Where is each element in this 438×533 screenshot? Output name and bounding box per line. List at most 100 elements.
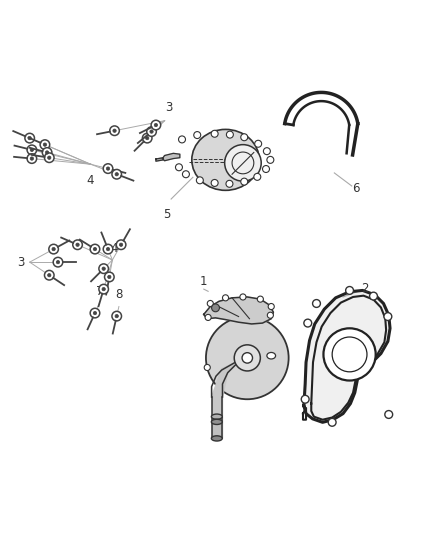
Circle shape [385,410,392,418]
Circle shape [99,264,109,273]
Circle shape [57,261,60,264]
Circle shape [154,123,158,127]
Circle shape [226,131,233,138]
Circle shape [99,284,109,294]
Text: 3: 3 [165,101,173,114]
Circle shape [234,345,260,371]
Circle shape [30,157,34,160]
Circle shape [53,257,63,267]
Polygon shape [347,124,358,154]
Circle shape [120,243,123,246]
Circle shape [93,247,97,251]
Circle shape [52,247,55,251]
Circle shape [196,177,203,184]
Circle shape [46,151,49,154]
Circle shape [226,180,233,187]
Circle shape [43,143,46,147]
Circle shape [262,166,269,173]
Circle shape [90,308,100,318]
Circle shape [73,240,82,249]
Circle shape [103,164,113,173]
Text: 5: 5 [163,208,170,221]
Circle shape [40,140,49,149]
Ellipse shape [192,130,259,190]
Circle shape [206,317,289,399]
Circle shape [76,243,79,246]
Circle shape [45,270,54,280]
Circle shape [110,126,119,135]
Circle shape [115,314,118,318]
Circle shape [28,136,32,140]
Circle shape [105,272,114,282]
Circle shape [151,120,161,130]
Circle shape [145,136,149,140]
Circle shape [263,148,270,155]
Circle shape [328,418,336,426]
Circle shape [103,244,113,254]
Circle shape [223,295,229,301]
Circle shape [304,319,312,327]
Circle shape [254,173,261,180]
Polygon shape [304,290,390,422]
Circle shape [45,153,54,163]
Text: 8: 8 [115,288,123,301]
Polygon shape [212,397,223,417]
Polygon shape [204,297,273,324]
Text: 4: 4 [111,242,118,255]
Polygon shape [212,417,223,439]
Circle shape [116,240,126,249]
Circle shape [267,312,273,318]
Circle shape [384,313,392,320]
Polygon shape [212,362,240,397]
Polygon shape [162,154,180,161]
Circle shape [48,156,51,159]
Circle shape [183,171,189,177]
Circle shape [106,247,110,251]
Ellipse shape [195,132,256,188]
Circle shape [115,173,118,176]
Circle shape [150,130,153,133]
Text: 3: 3 [17,256,25,269]
Text: 6: 6 [352,182,360,195]
Circle shape [207,301,213,306]
Circle shape [142,133,152,143]
Ellipse shape [212,436,222,441]
Circle shape [267,156,274,163]
Circle shape [108,275,111,279]
Ellipse shape [212,414,222,419]
Text: 7: 7 [95,285,103,298]
Circle shape [211,180,218,187]
Circle shape [204,365,210,370]
Text: 1: 1 [200,275,208,288]
Circle shape [42,148,52,157]
Circle shape [30,148,34,151]
Circle shape [257,296,263,302]
Circle shape [49,244,58,254]
Circle shape [102,267,106,270]
Ellipse shape [267,352,276,359]
Circle shape [240,294,246,300]
Circle shape [25,133,35,143]
Circle shape [370,292,378,300]
Circle shape [112,169,121,179]
Circle shape [313,300,321,308]
Circle shape [147,127,156,136]
Polygon shape [156,158,163,161]
Circle shape [27,154,37,163]
Circle shape [179,136,185,143]
Circle shape [242,353,253,363]
Circle shape [90,244,100,254]
Ellipse shape [212,419,222,424]
Circle shape [254,140,261,147]
Circle shape [301,395,309,403]
Polygon shape [285,92,358,125]
Circle shape [102,287,106,291]
Circle shape [268,303,274,310]
Circle shape [346,287,353,294]
Circle shape [113,129,116,132]
Circle shape [106,167,110,170]
Circle shape [241,134,248,141]
Circle shape [176,164,183,171]
Circle shape [323,328,376,381]
Circle shape [93,311,97,315]
